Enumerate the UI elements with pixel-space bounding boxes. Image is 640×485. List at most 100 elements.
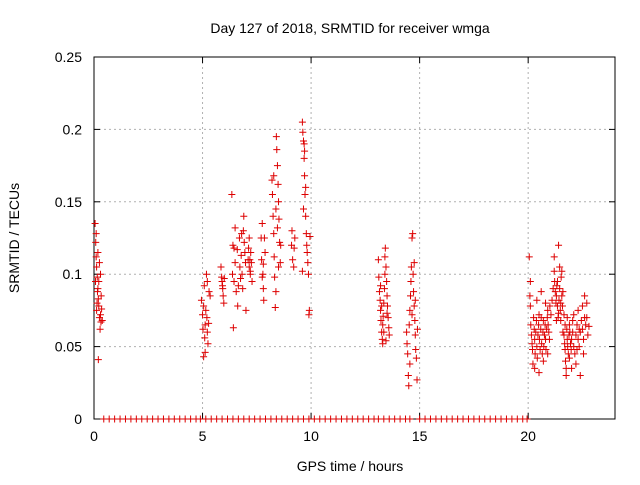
data-point: [409, 230, 417, 238]
data-point: [92, 238, 100, 246]
x-tick-label: 15: [412, 428, 428, 444]
data-point: [531, 350, 539, 358]
data-point: [276, 259, 284, 267]
data-point: [377, 282, 385, 290]
data-point: [557, 299, 565, 307]
data-point: [545, 335, 553, 343]
data-point: [197, 296, 205, 304]
data-point: [411, 296, 419, 304]
data-point: [381, 270, 389, 278]
data-point: [410, 288, 418, 296]
data-point: [529, 345, 537, 353]
data-point: [199, 325, 207, 333]
data-point: [203, 314, 211, 322]
data-point: [533, 296, 541, 304]
data-point: [300, 154, 308, 162]
data-point: [228, 270, 236, 278]
data-point: [304, 259, 312, 267]
data-point: [557, 273, 565, 281]
data-point: [556, 285, 564, 293]
data-point: [300, 140, 308, 148]
data-point: [275, 215, 283, 223]
data-point: [306, 233, 314, 241]
data-point: [413, 376, 421, 384]
data-point: [97, 318, 105, 326]
data-point: [236, 263, 244, 271]
data-point: [552, 317, 560, 325]
data-point: [202, 270, 210, 278]
data-point: [576, 372, 584, 380]
data-point: [270, 230, 278, 238]
data-point: [559, 328, 567, 336]
data-point: [199, 311, 207, 319]
data-point: [378, 302, 386, 310]
data-point: [298, 118, 306, 126]
data-point: [539, 357, 547, 365]
data-point: [230, 277, 238, 285]
data-point: [247, 248, 255, 256]
data-point: [525, 253, 533, 261]
data-point: [410, 302, 418, 310]
data-point: [569, 317, 577, 325]
x-tick-label: 0: [90, 428, 98, 444]
data-point: [272, 288, 280, 296]
data-point: [302, 212, 310, 220]
data-point: [407, 263, 415, 271]
data-point: [560, 311, 568, 319]
plot-frame: [93, 56, 616, 420]
y-tick-label: 0.25: [55, 49, 82, 65]
data-point: [407, 292, 415, 300]
data-point: [270, 172, 278, 180]
data-point: [274, 180, 282, 188]
data-point: [235, 234, 243, 242]
data-point: [533, 354, 541, 362]
data-point: [539, 328, 547, 336]
data-point: [260, 296, 268, 304]
data-point: [268, 191, 276, 199]
data-point: [377, 306, 385, 314]
data-point: [92, 253, 100, 261]
data-point: [273, 162, 281, 170]
data-point: [245, 234, 253, 242]
data-point: [242, 306, 250, 314]
data-point: [555, 296, 563, 304]
data-point: [272, 205, 280, 213]
data-point: [206, 292, 214, 300]
data-point: [408, 234, 416, 242]
data-point: [544, 321, 552, 329]
data-point: [568, 364, 576, 372]
data-point: [564, 350, 572, 358]
data-point: [377, 317, 385, 325]
data-point: [380, 285, 388, 293]
data-point: [288, 227, 296, 235]
data-point: [205, 288, 213, 296]
data-point: [219, 292, 227, 300]
data-point: [237, 275, 245, 283]
data-point: [409, 270, 417, 278]
data-point: [404, 372, 412, 380]
data-point: [376, 296, 384, 304]
data-point: [582, 321, 590, 329]
data-point: [275, 263, 283, 271]
data-point: [556, 306, 564, 314]
data-point: [97, 270, 105, 278]
data-point: [229, 241, 237, 249]
data-point: [382, 337, 390, 345]
data-point: [527, 331, 535, 339]
data-point: [234, 302, 242, 310]
x-axis-label: GPS time / hours: [297, 458, 404, 474]
data-point: [555, 241, 563, 249]
data-point: [583, 314, 591, 322]
data-point: [95, 259, 103, 267]
data-point: [91, 220, 99, 228]
data-point: [200, 302, 208, 310]
data-point: [220, 275, 228, 283]
data-point: [379, 312, 387, 320]
data-point: [200, 282, 208, 290]
data-point: [231, 259, 239, 267]
data-point: [381, 253, 389, 261]
data-point: [533, 343, 541, 351]
data-point: [237, 251, 245, 259]
chart-title: Day 127 of 2018, SRMTID for receiver wmg…: [210, 20, 490, 36]
